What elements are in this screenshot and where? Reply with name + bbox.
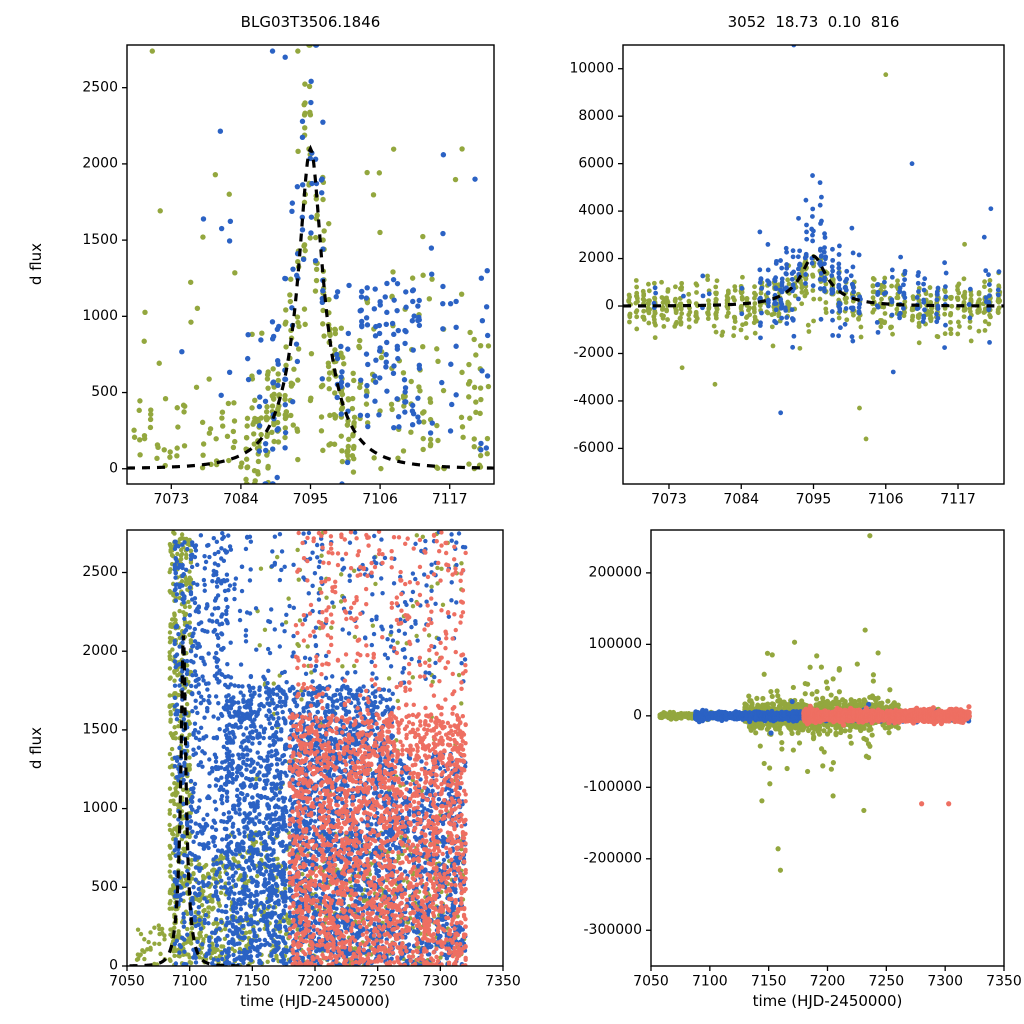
- x-axis-label-bottom-right: time (HJD-2450000): [752, 992, 903, 1010]
- y-axis-label-bottom-left: d flux: [27, 726, 45, 770]
- y-axis-label-top-left: d flux: [27, 242, 45, 286]
- x-axis-label-bottom-left: time (HJD-2450000): [240, 992, 390, 1010]
- panel-title-fit-params: 3052 18.73 0.10 816: [727, 13, 900, 31]
- panel-title-object-id: BLG03T3506.1846: [240, 13, 381, 31]
